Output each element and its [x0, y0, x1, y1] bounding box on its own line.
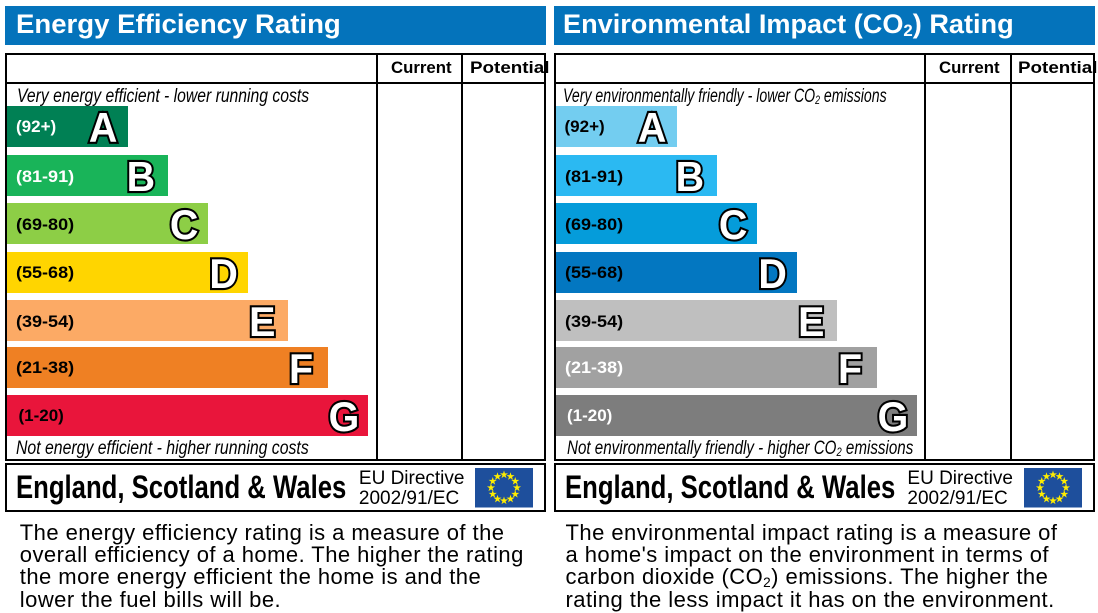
svg-text:A: A	[89, 104, 117, 151]
svg-text:A: A	[637, 104, 665, 151]
svg-text:C: C	[170, 201, 198, 248]
svg-text:B: B	[127, 153, 155, 200]
svg-text:D: D	[209, 250, 237, 297]
svg-text:E: E	[798, 298, 824, 345]
svg-text:F: F	[289, 345, 313, 392]
svg-text:G: G	[877, 392, 908, 439]
svg-text:D: D	[758, 250, 786, 297]
svg-text:G: G	[329, 392, 360, 439]
svg-text:B: B	[675, 153, 703, 200]
svg-text:C: C	[718, 201, 746, 248]
svg-text:E: E	[249, 298, 275, 345]
svg-text:F: F	[838, 345, 862, 392]
